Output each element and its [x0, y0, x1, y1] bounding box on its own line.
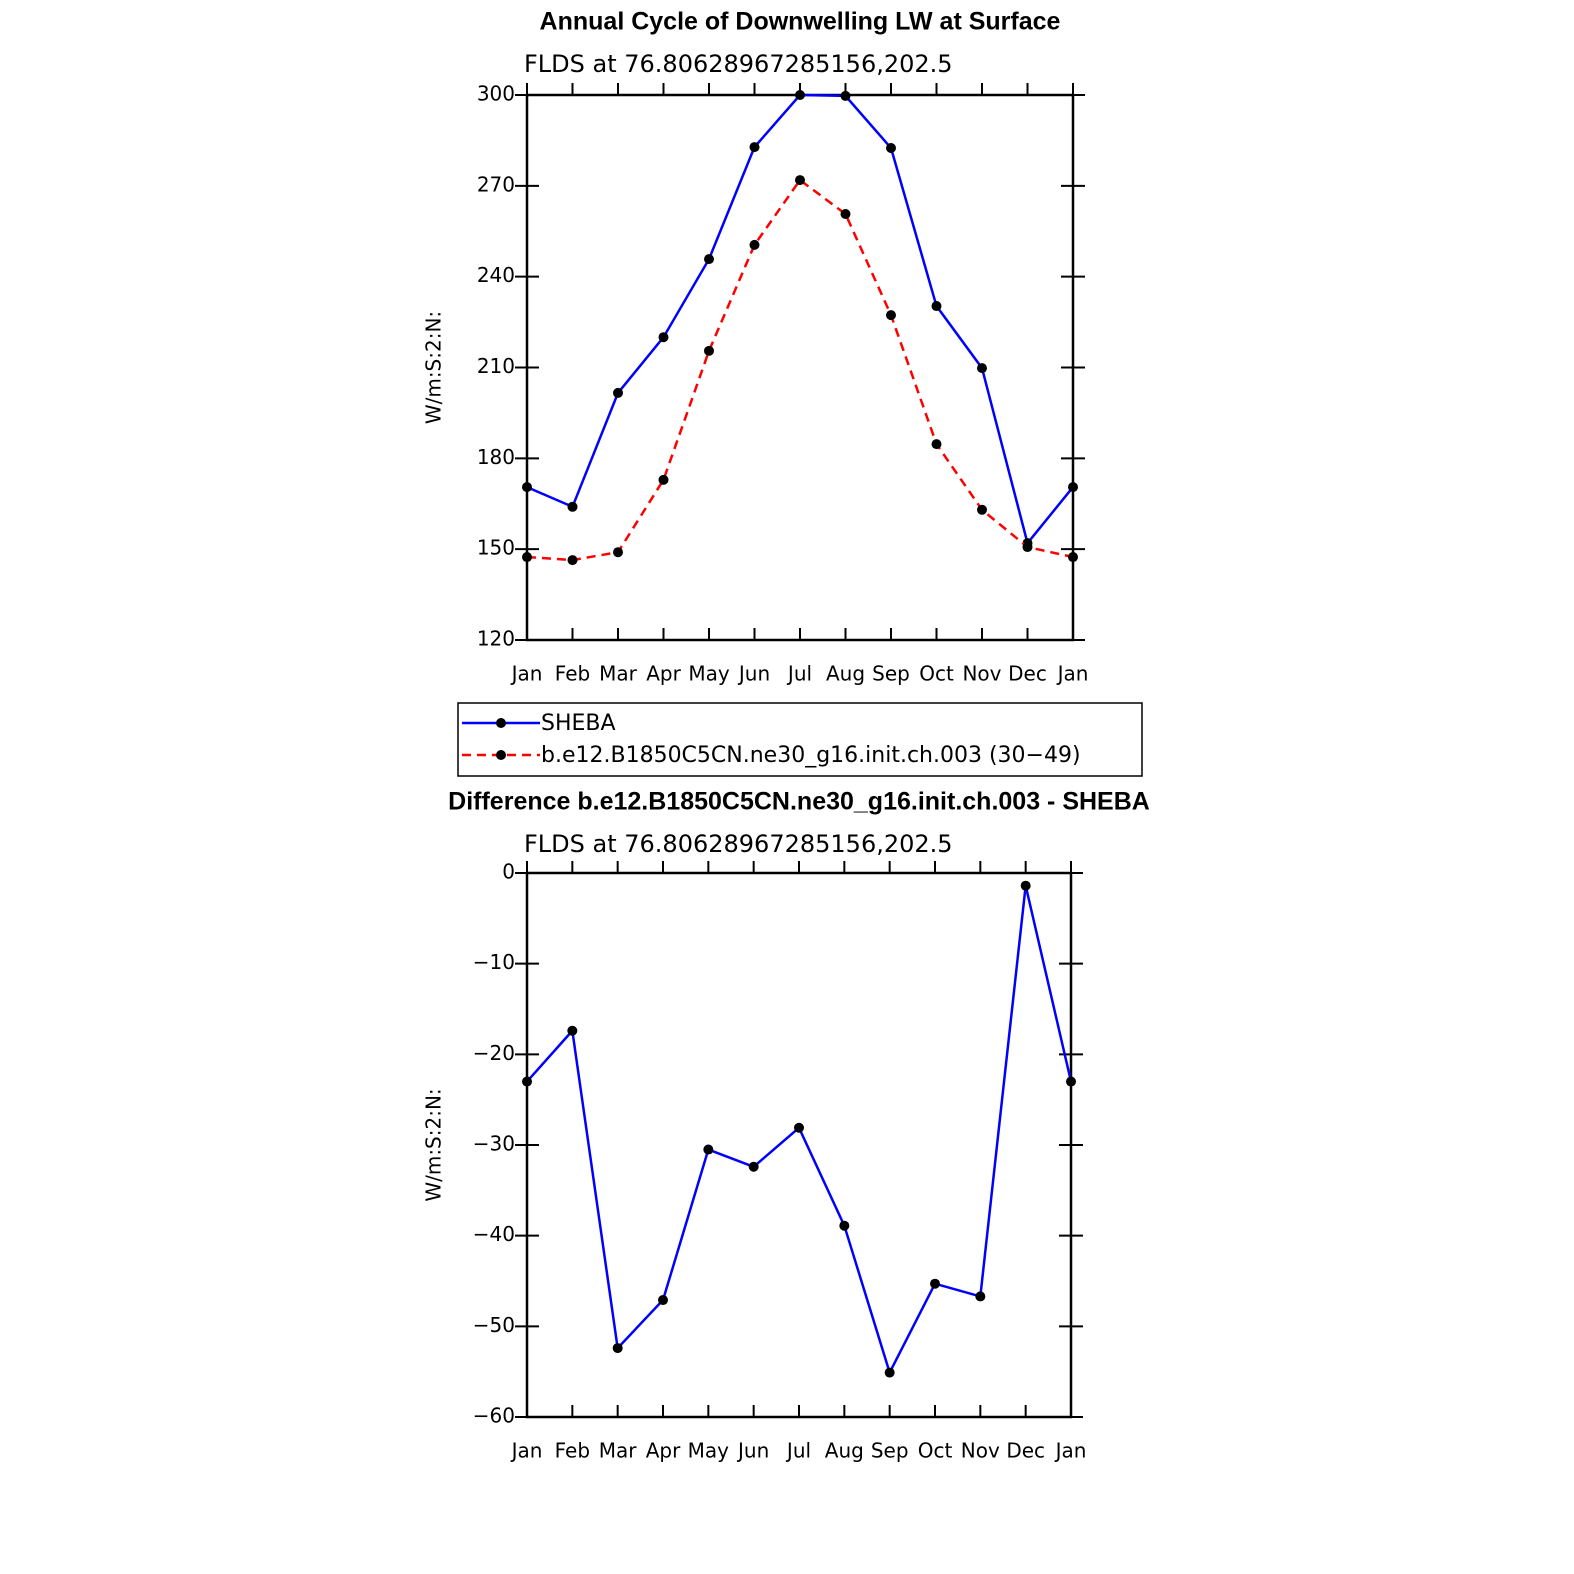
legend-label: SHEBA — [541, 711, 616, 736]
y-tick-label: −20 — [473, 1041, 515, 1065]
y-axis-label: W/m:S:2:N: — [422, 1088, 446, 1201]
data-point — [567, 555, 578, 566]
y-tick-label: 210 — [477, 354, 515, 378]
data-point — [977, 363, 987, 374]
data-point — [703, 1144, 714, 1155]
legend-marker — [496, 750, 506, 760]
chart-title: Annual Cycle of Downwelling LW at Surfac… — [540, 8, 1061, 36]
x-tick-label: Feb — [555, 662, 590, 686]
y-tick-label: −30 — [473, 1132, 515, 1156]
data-point — [567, 501, 578, 512]
data-point — [522, 482, 532, 493]
data-point — [975, 1291, 986, 1302]
data-point — [658, 332, 669, 343]
data-point — [613, 547, 623, 558]
x-tick-label: Oct — [919, 662, 954, 686]
data-point — [1022, 542, 1033, 553]
x-tick-label: Jan — [1054, 1439, 1087, 1463]
y-tick-label: 180 — [477, 445, 515, 469]
data-point — [840, 208, 851, 219]
data-point — [612, 1343, 623, 1354]
y-tick-label: 120 — [477, 627, 515, 651]
data-point — [749, 142, 760, 153]
x-tick-label: Jun — [737, 662, 770, 686]
data-point — [794, 1122, 804, 1133]
x-tick-label: May — [688, 1439, 730, 1463]
data-line — [526, 93, 1074, 546]
x-tick-label: Feb — [555, 1439, 590, 1463]
y-tick-label: −60 — [473, 1404, 515, 1428]
data-point — [749, 239, 760, 250]
x-tick-label: Dec — [1006, 1439, 1045, 1463]
x-tick-label: Jan — [510, 662, 543, 686]
data-point — [884, 1367, 895, 1378]
data-point — [1068, 482, 1078, 493]
legend-box — [457, 702, 1143, 777]
x-tick-label: Oct — [918, 1439, 953, 1463]
y-tick-label: −50 — [473, 1313, 515, 1337]
y-tick-label: 0 — [502, 860, 515, 884]
data-point — [795, 90, 805, 100]
data-point — [886, 142, 896, 153]
data-point — [1020, 880, 1031, 891]
y-tick-label: −40 — [473, 1222, 515, 1246]
chart-subtitle: FLDS at 76.80628967285156,202.5 — [524, 830, 953, 858]
x-tick-label: Apr — [646, 662, 681, 686]
legend-marker — [496, 718, 506, 728]
x-tick-label: Aug — [826, 662, 865, 686]
data-point — [704, 345, 714, 356]
x-tick-label: Sep — [872, 662, 910, 686]
data-point — [658, 1295, 668, 1306]
x-tick-label: Mar — [599, 1439, 638, 1463]
x-tick-label: Jan — [1056, 662, 1089, 686]
data-point — [886, 310, 896, 321]
data-point — [613, 387, 623, 398]
data-point — [567, 1025, 578, 1036]
data-point — [795, 175, 805, 186]
legend-label: b.e12.B1850C5CN.ne30_g16.init.ch.003 (30… — [541, 743, 1081, 768]
x-tick-label: May — [688, 662, 730, 686]
data-line — [526, 178, 1074, 562]
x-tick-label: Sep — [871, 1439, 909, 1463]
data-point — [977, 504, 987, 515]
x-tick-label: Dec — [1008, 662, 1047, 686]
x-tick-label: Aug — [825, 1439, 864, 1463]
y-tick-label: 300 — [477, 82, 515, 106]
chart-subtitle: FLDS at 76.80628967285156,202.5 — [524, 50, 953, 78]
y-tick-label: 270 — [477, 172, 515, 196]
data-point — [704, 254, 714, 265]
data-point — [522, 1076, 532, 1087]
chart-title: Difference b.e12.B1850C5CN.ne30_g16.init… — [448, 788, 1150, 816]
x-tick-label: Jul — [785, 1439, 811, 1463]
data-point — [931, 301, 942, 312]
data-point — [839, 1220, 850, 1231]
plot-frame — [525, 871, 1073, 1419]
data-point — [1068, 552, 1078, 563]
x-tick-label: Apr — [646, 1439, 681, 1463]
x-tick-label: Nov — [962, 662, 1001, 686]
x-tick-label: Mar — [599, 662, 638, 686]
data-point — [930, 1278, 940, 1289]
data-point — [748, 1161, 759, 1172]
x-tick-label: Jun — [736, 1439, 769, 1463]
x-tick-label: Nov — [961, 1439, 1000, 1463]
data-point — [522, 552, 532, 563]
y-axis-label: W/m:S:2:N: — [422, 311, 446, 424]
y-tick-label: −10 — [473, 950, 515, 974]
y-tick-label: 240 — [477, 263, 515, 287]
data-point — [1066, 1076, 1076, 1087]
x-tick-label: Jan — [510, 1439, 543, 1463]
data-point — [658, 474, 669, 485]
data-point — [931, 439, 942, 450]
x-tick-label: Jul — [786, 662, 812, 686]
data-point — [840, 90, 851, 101]
y-tick-label: 150 — [477, 536, 515, 560]
